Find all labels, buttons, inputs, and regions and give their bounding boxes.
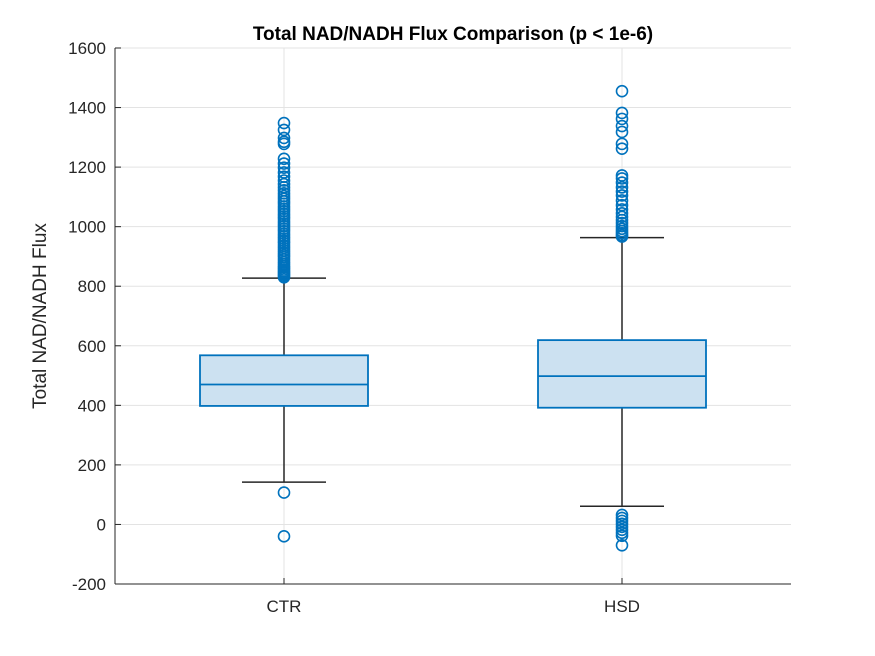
outlier-point — [615, 181, 629, 194]
axes: -200 0 200 400 600 800 1000 1200 1400 1600 CTR HSD — [68, 39, 791, 616]
outlier-point — [615, 194, 629, 207]
y-tick-label: 1400 — [68, 99, 106, 118]
y-tick-label: 1200 — [68, 158, 106, 177]
outlier-point — [277, 486, 291, 499]
y-tick-label: 200 — [78, 456, 106, 475]
outlier-point — [615, 142, 629, 155]
outlier-point — [277, 116, 291, 130]
box — [537, 339, 707, 409]
y-tick-label: 800 — [78, 277, 106, 296]
outlier-point — [615, 189, 629, 202]
outlier-point — [615, 84, 629, 98]
outlier-point — [277, 135, 291, 149]
outlier-point — [615, 112, 629, 126]
y-tick-label: 1000 — [68, 218, 106, 237]
outlier-point — [615, 106, 629, 120]
outlier-point — [277, 170, 291, 183]
outlier-point — [615, 176, 629, 189]
outlier-point — [615, 137, 629, 151]
outlier-point — [615, 198, 629, 212]
y-tick-label: 1600 — [68, 39, 106, 58]
x-tick-label-hsd: HSD — [604, 597, 640, 616]
outlier-point — [277, 157, 291, 170]
outlier-point — [277, 161, 291, 175]
outlier-point — [277, 174, 291, 187]
x-tick-label-ctr: CTR — [267, 597, 302, 616]
outlier-point — [277, 530, 291, 543]
y-tick-label: 0 — [97, 515, 106, 534]
box-group-hsd — [537, 84, 707, 552]
boxes — [199, 84, 707, 552]
outlier-point — [277, 131, 291, 145]
outlier-point — [615, 538, 629, 552]
outlier-point — [615, 203, 629, 216]
outlier-point — [615, 206, 629, 220]
y-tick-label: -200 — [72, 575, 106, 594]
outlier-point — [615, 185, 629, 198]
box — [199, 354, 369, 407]
y-tick-label: 400 — [78, 396, 106, 415]
outlier-point — [615, 508, 629, 522]
outlier-point — [277, 166, 291, 179]
y-tick-label: 600 — [78, 337, 106, 356]
chart-title: Total NAD/NADH Flux Comparison (p < 1e-6… — [253, 24, 653, 45]
y-axis-label: Total NAD/NADH Flux — [30, 223, 51, 409]
outlier-point — [615, 119, 629, 133]
outlier-point — [277, 123, 291, 137]
outlier-point — [615, 125, 629, 139]
box-group-ctr — [199, 116, 369, 543]
outlier-point — [615, 169, 629, 182]
outlier-point — [277, 152, 291, 166]
